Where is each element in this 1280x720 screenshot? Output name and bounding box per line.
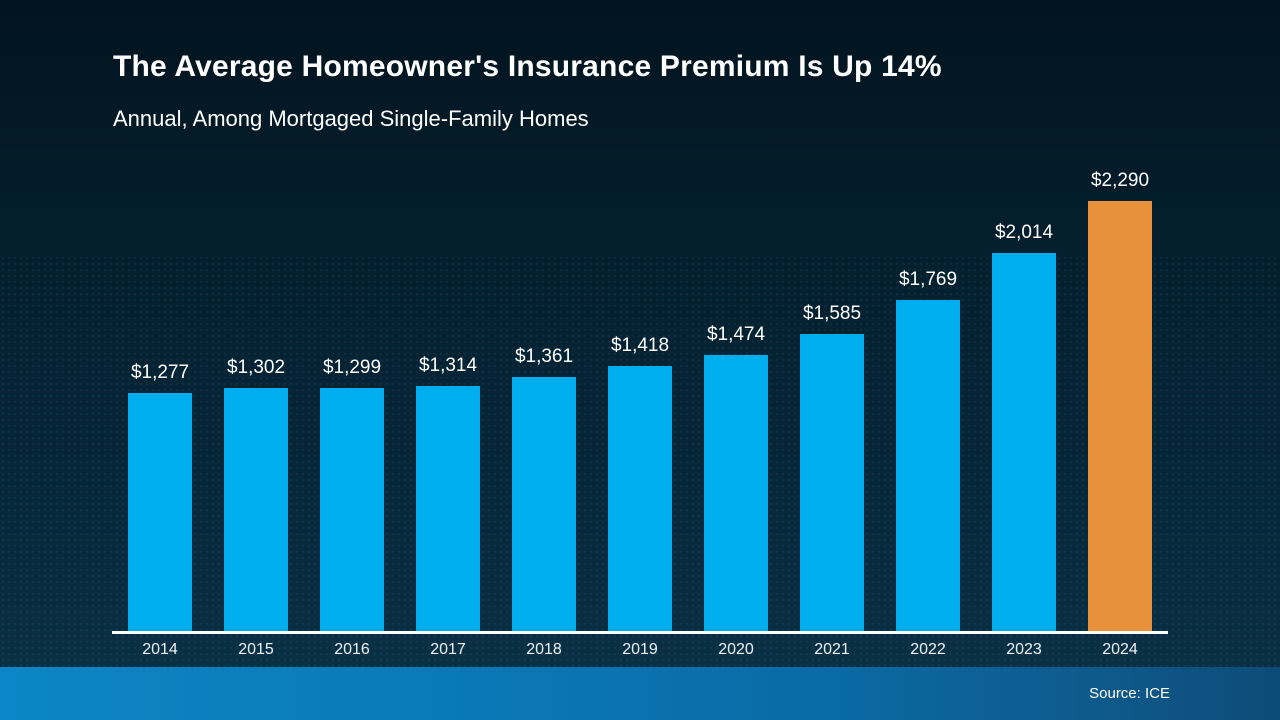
bar-value-label: $2,014 bbox=[994, 222, 1054, 243]
bar-group-2018: $1,361 bbox=[512, 346, 576, 634]
bar-group-2015: $1,302 bbox=[224, 357, 288, 634]
x-axis-tick-label: 2017 bbox=[430, 641, 466, 658]
bar-value-label: $1,585 bbox=[802, 303, 862, 324]
footer-band: Source: ICE bbox=[0, 667, 1280, 720]
bar-value-label: $1,302 bbox=[226, 357, 286, 378]
x-axis-tick-label: 2014 bbox=[142, 641, 178, 658]
bar bbox=[704, 355, 768, 634]
bar-value-label: $1,299 bbox=[322, 357, 382, 378]
bar-value-label: $1,277 bbox=[130, 362, 190, 383]
x-axis-tick-label: 2016 bbox=[334, 641, 370, 658]
bar bbox=[992, 253, 1056, 634]
bar-value-label: $1,361 bbox=[514, 346, 574, 367]
x-axis-tick-label: 2021 bbox=[814, 641, 850, 658]
bar-group-2016: $1,299 bbox=[320, 357, 384, 634]
bar-value-label: $1,769 bbox=[898, 269, 958, 290]
x-axis-tick-label: 2022 bbox=[910, 641, 946, 658]
bar-value-label: $2,290 bbox=[1090, 170, 1150, 191]
chart-title: The Average Homeowner's Insurance Premiu… bbox=[113, 50, 942, 83]
x-axis-line bbox=[112, 631, 1168, 634]
bar-group-2017: $1,314 bbox=[416, 355, 480, 634]
x-axis-tick-label: 2023 bbox=[1006, 641, 1042, 658]
bar-group-2019: $1,418 bbox=[608, 335, 672, 634]
bar-group-2023: $2,014 bbox=[992, 222, 1056, 634]
bar bbox=[320, 388, 384, 634]
bar-value-label: $1,474 bbox=[706, 324, 766, 345]
bar-group-2024: $2,290 bbox=[1088, 170, 1152, 634]
bar-value-label: $1,418 bbox=[610, 335, 670, 356]
bar bbox=[1088, 201, 1152, 634]
bar-group-2020: $1,474 bbox=[704, 324, 768, 634]
chart-subtitle: Annual, Among Mortgaged Single-Family Ho… bbox=[113, 106, 589, 131]
bar bbox=[608, 366, 672, 634]
bar bbox=[800, 334, 864, 634]
bar bbox=[512, 377, 576, 634]
bars-layer: $1,277 $1,302 $1,299 $1,314 $1,361 $1,418 $1,4… bbox=[128, 161, 1152, 634]
bar-value-label: $1,314 bbox=[418, 355, 478, 376]
x-axis-labels: 2014 2015 2016 2017 2018 2019 2020 2021 2022 2023… bbox=[128, 641, 1152, 661]
bar bbox=[224, 388, 288, 634]
x-axis-tick-label: 2018 bbox=[526, 641, 562, 658]
x-axis-tick-label: 2015 bbox=[238, 641, 274, 658]
bar bbox=[896, 300, 960, 634]
bar-group-2021: $1,585 bbox=[800, 303, 864, 634]
x-axis-tick-label: 2024 bbox=[1102, 641, 1138, 658]
bar-group-2022: $1,769 bbox=[896, 269, 960, 634]
bar-group-2014: $1,277 bbox=[128, 362, 192, 634]
source-attribution: Source: ICE bbox=[1089, 685, 1170, 702]
x-axis-tick-label: 2019 bbox=[622, 641, 658, 658]
bar bbox=[128, 393, 192, 634]
x-axis-tick-label: 2020 bbox=[718, 641, 754, 658]
bar bbox=[416, 386, 480, 634]
